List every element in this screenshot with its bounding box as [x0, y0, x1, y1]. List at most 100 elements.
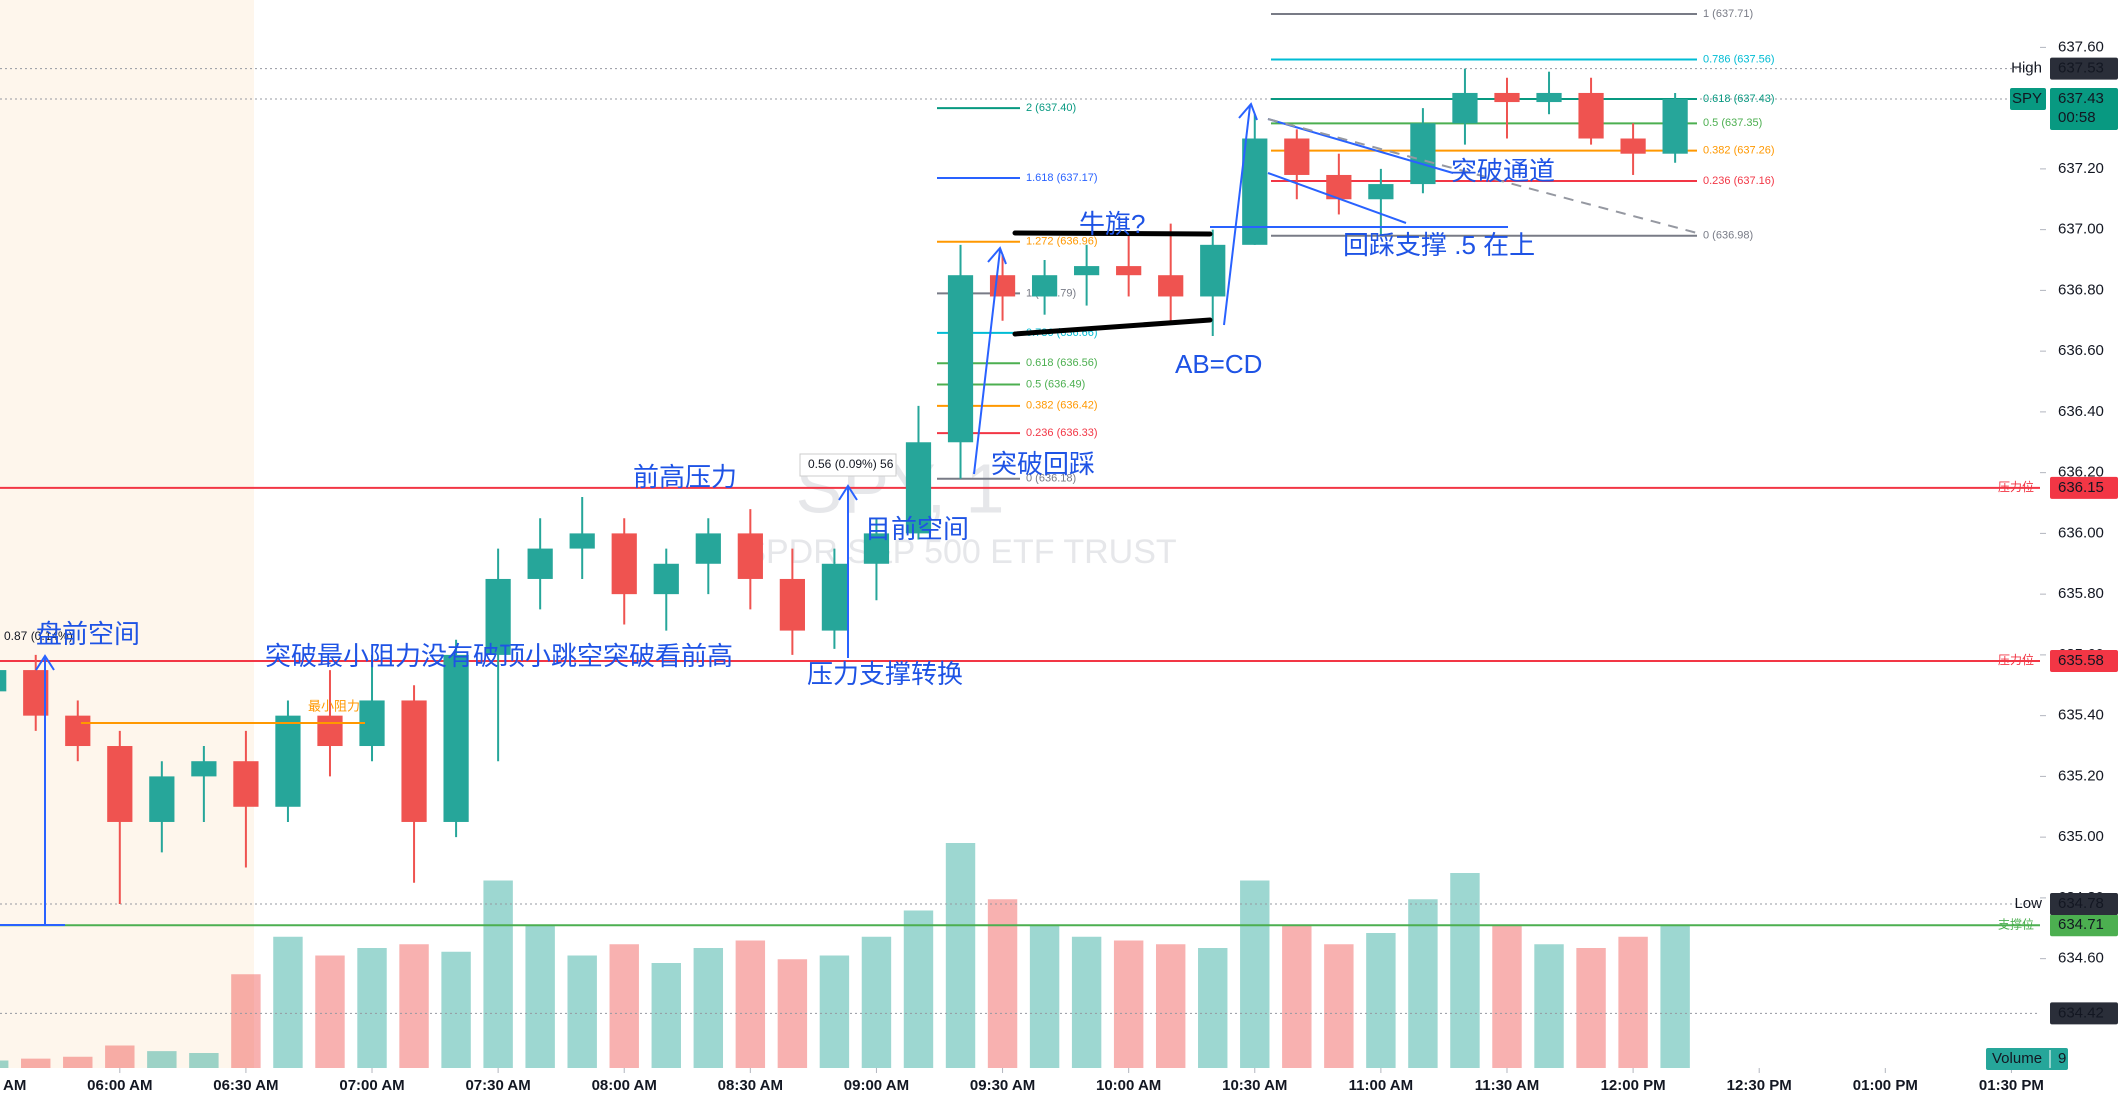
x-tick-label: 01:00 PM: [1853, 1077, 1918, 1094]
candle-body: [317, 715, 343, 747]
candle-body: [1242, 138, 1268, 245]
candle-body: [1284, 138, 1310, 175]
fib-label: 0 (636.98): [1703, 230, 1753, 242]
candle-body: [611, 533, 637, 595]
candle-body: [821, 563, 848, 631]
fib-label: 0.618 (637.43): [1703, 93, 1775, 105]
y-tick-label: 636.60: [2058, 342, 2104, 359]
price-value: 634.42: [2058, 1004, 2104, 1021]
volume-bar: [147, 1051, 177, 1068]
candle-body: [1116, 266, 1142, 276]
volume-bar: [567, 955, 597, 1068]
candle-body: [1578, 92, 1604, 139]
level-value: 636.15: [2058, 479, 2104, 496]
price-name: SPY: [2012, 90, 2042, 107]
volume-bar: [0, 1060, 9, 1068]
candle-body: [1074, 266, 1100, 276]
candle-body: [0, 670, 7, 692]
range-arrow: [0, 654, 65, 926]
volume-bar: [357, 948, 387, 1068]
level-name: 支撑位: [1998, 916, 2034, 931]
bull-flag: [1012, 230, 1213, 337]
x-tick-label: 08:30 AM: [718, 1077, 783, 1094]
volume-bar: [987, 899, 1018, 1068]
volume-bar: [1660, 925, 1690, 1068]
annotation: 突破最小阻力没有破顶小跳空突破看前高: [265, 641, 733, 671]
volume-bar: [1240, 880, 1270, 1068]
fib-label: 0.382 (636.42): [1026, 400, 1098, 412]
axis-layer: 634.60634.80635.00635.20635.40635.60635.…: [0, 38, 2118, 1094]
x-tick-label: 12:00 PM: [1601, 1077, 1666, 1094]
candle-body: [1158, 275, 1184, 297]
x-tick-label: 10:00 AM: [1096, 1077, 1161, 1094]
y-tick-label: 636.40: [2058, 403, 2104, 420]
volume-badge: [1986, 1048, 2068, 1070]
drawings: [0, 102, 1698, 926]
candle-body: [1368, 184, 1394, 200]
candle-body: [989, 275, 1016, 297]
x-tick-label: 07:00 AM: [339, 1077, 404, 1094]
x-tick-label: 11:00 AM: [1349, 1077, 1413, 1094]
volume-bar: [1071, 936, 1102, 1068]
fib-label: 0.5 (637.35): [1703, 117, 1762, 129]
fib-label: 0.5 (636.49): [1026, 378, 1085, 390]
volume-bar: [525, 925, 555, 1068]
x-tick-label: 09:00 AM: [844, 1077, 909, 1094]
candle-body: [275, 715, 301, 807]
abcd-leg: [1223, 102, 1258, 326]
volume-bar: [1324, 944, 1354, 1068]
annotation: 前高压力: [633, 462, 737, 492]
price-badge: [2050, 892, 2118, 915]
volume-bar: [819, 955, 850, 1068]
volume-bar: [1492, 925, 1522, 1068]
price-badge: [2050, 88, 2118, 131]
y-tick-label: 635.00: [2058, 828, 2104, 845]
y-tick-label: 635.40: [2058, 707, 2104, 724]
measure-box: [799, 453, 897, 477]
volume-bar: [21, 1058, 51, 1068]
fib-label: 1 (637.71): [1703, 8, 1753, 20]
candle-body: [485, 578, 511, 655]
fib-label: 1.618 (637.17): [1026, 172, 1098, 184]
candle-body: [779, 578, 805, 631]
price-value: 637.53: [2058, 60, 2104, 77]
line-label: 最小阻力: [308, 698, 360, 713]
candle-body: [443, 654, 469, 822]
y-tick-label: 637.00: [2058, 221, 2104, 238]
abcd-leg: [973, 246, 1007, 475]
candle-body: [1452, 92, 1478, 124]
annotation: 突破回踩: [991, 449, 1095, 479]
level-value: 635.58: [2058, 652, 2104, 669]
candle-body: [1662, 99, 1688, 154]
y-tick-label: 636.20: [2058, 464, 2104, 481]
candle-body: [1410, 123, 1436, 185]
y-tick-label: 635.20: [2058, 767, 2104, 784]
volume-bar: [693, 948, 724, 1068]
candle-body: [1620, 138, 1646, 154]
volume-bar: [441, 951, 471, 1068]
candle-body: [65, 715, 91, 747]
level-layer: [0, 68, 2040, 1014]
x-tick-label: 07:30 AM: [465, 1077, 530, 1094]
fib-label: 1.272 (636.96): [1026, 236, 1098, 248]
y-tick-label: 637.20: [2058, 160, 2104, 177]
price-value: 634.78: [2058, 895, 2104, 912]
level-badge: [2050, 476, 2118, 499]
level-name: 压力位: [1998, 652, 2034, 667]
candle-body: [401, 700, 427, 822]
volume-bar: [63, 1056, 93, 1068]
annotation: 回踩支撑 .5 在上: [1343, 230, 1535, 260]
volume-bar: [1282, 925, 1312, 1068]
candle-body: [1031, 275, 1058, 297]
x-tick-label: 09:30 AM: [970, 1077, 1035, 1094]
candle-body: [1536, 92, 1562, 103]
price-badge: [2050, 57, 2118, 80]
volume-bar: [1618, 936, 1648, 1068]
fib-label: 0.236 (636.33): [1026, 427, 1098, 439]
y-tick-label: 637.60: [2058, 38, 2104, 55]
volume-bar: [273, 936, 303, 1068]
volume-value: 9: [2058, 1050, 2066, 1067]
x-tick-label: 05:30 AM: [0, 1077, 26, 1094]
volume-bar: [861, 936, 892, 1068]
